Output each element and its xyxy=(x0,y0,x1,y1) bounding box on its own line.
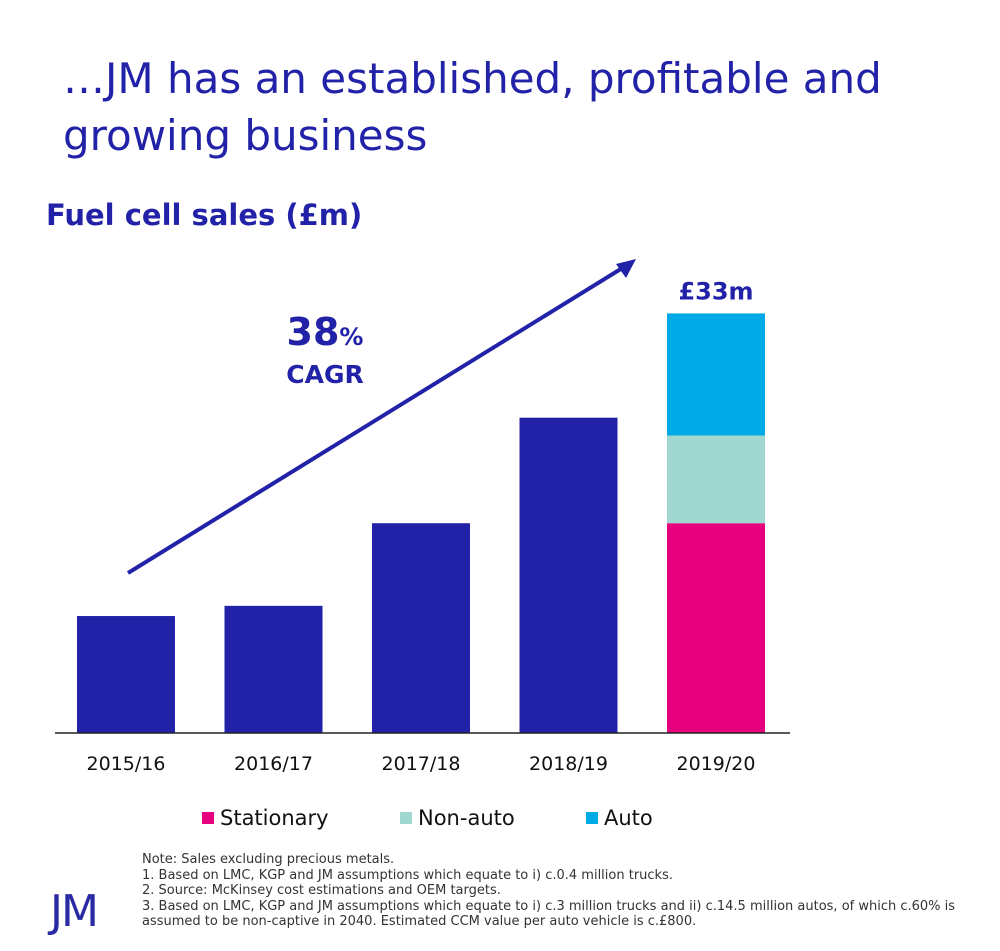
footnote: 2. Source: McKinsey cost estimations and… xyxy=(142,883,501,898)
legend-swatch-stationary xyxy=(202,812,214,824)
jm-logo: JM xyxy=(50,886,99,937)
bar-segment-non-auto xyxy=(667,435,765,524)
footnote: 1. Based on LMC, KGP and JM assumptions … xyxy=(142,867,673,883)
bar-2017-18 xyxy=(372,523,470,733)
cagr-label: CAGR xyxy=(286,360,363,389)
x-tick-label: 2019/20 xyxy=(677,753,756,775)
bar-2018-19 xyxy=(519,417,618,733)
cagr-arrow xyxy=(126,259,636,575)
bar-segment-auto xyxy=(667,313,765,436)
x-tick-label: 2018/19 xyxy=(529,753,608,775)
legend-label: Non-auto xyxy=(418,806,515,830)
footnote: Note: Sales excluding precious metals. xyxy=(142,852,395,867)
legend-item-non-auto: Non-auto xyxy=(400,806,515,830)
total-value-label: £33m xyxy=(678,277,753,305)
legend-swatch-non-auto xyxy=(400,812,412,824)
chart-legend: Stationary Non-auto Auto xyxy=(0,806,1000,834)
x-tick-label: 2016/17 xyxy=(234,753,313,775)
x-tick-label: 2017/18 xyxy=(382,753,461,775)
footnote: 3. Based on LMC, KGP and JM assumptions … xyxy=(142,898,956,930)
legend-item-stationary: Stationary xyxy=(202,806,329,830)
bar-2015-16 xyxy=(77,616,175,733)
bar-segment-stationary xyxy=(667,523,765,733)
fuel-cell-sales-chart: 2015/16 2016/17 2017/18 2018/19 2019/20 38% … xyxy=(55,259,790,775)
x-tick-label: 2015/16 xyxy=(87,753,166,775)
legend-label: Stationary xyxy=(220,806,329,830)
legend-item-auto: Auto xyxy=(586,806,653,830)
legend-label: Auto xyxy=(604,806,653,830)
chart-title: Fuel cell sales (£m) xyxy=(46,198,363,232)
cagr-value: 38% xyxy=(287,310,364,354)
page-headline: …JM has an established, profitable and g… xyxy=(63,54,882,160)
footnotes: Note: Sales excluding precious metals. 1… xyxy=(142,852,992,930)
legend-swatch-auto xyxy=(586,812,598,824)
bar-2016-17 xyxy=(224,605,323,733)
